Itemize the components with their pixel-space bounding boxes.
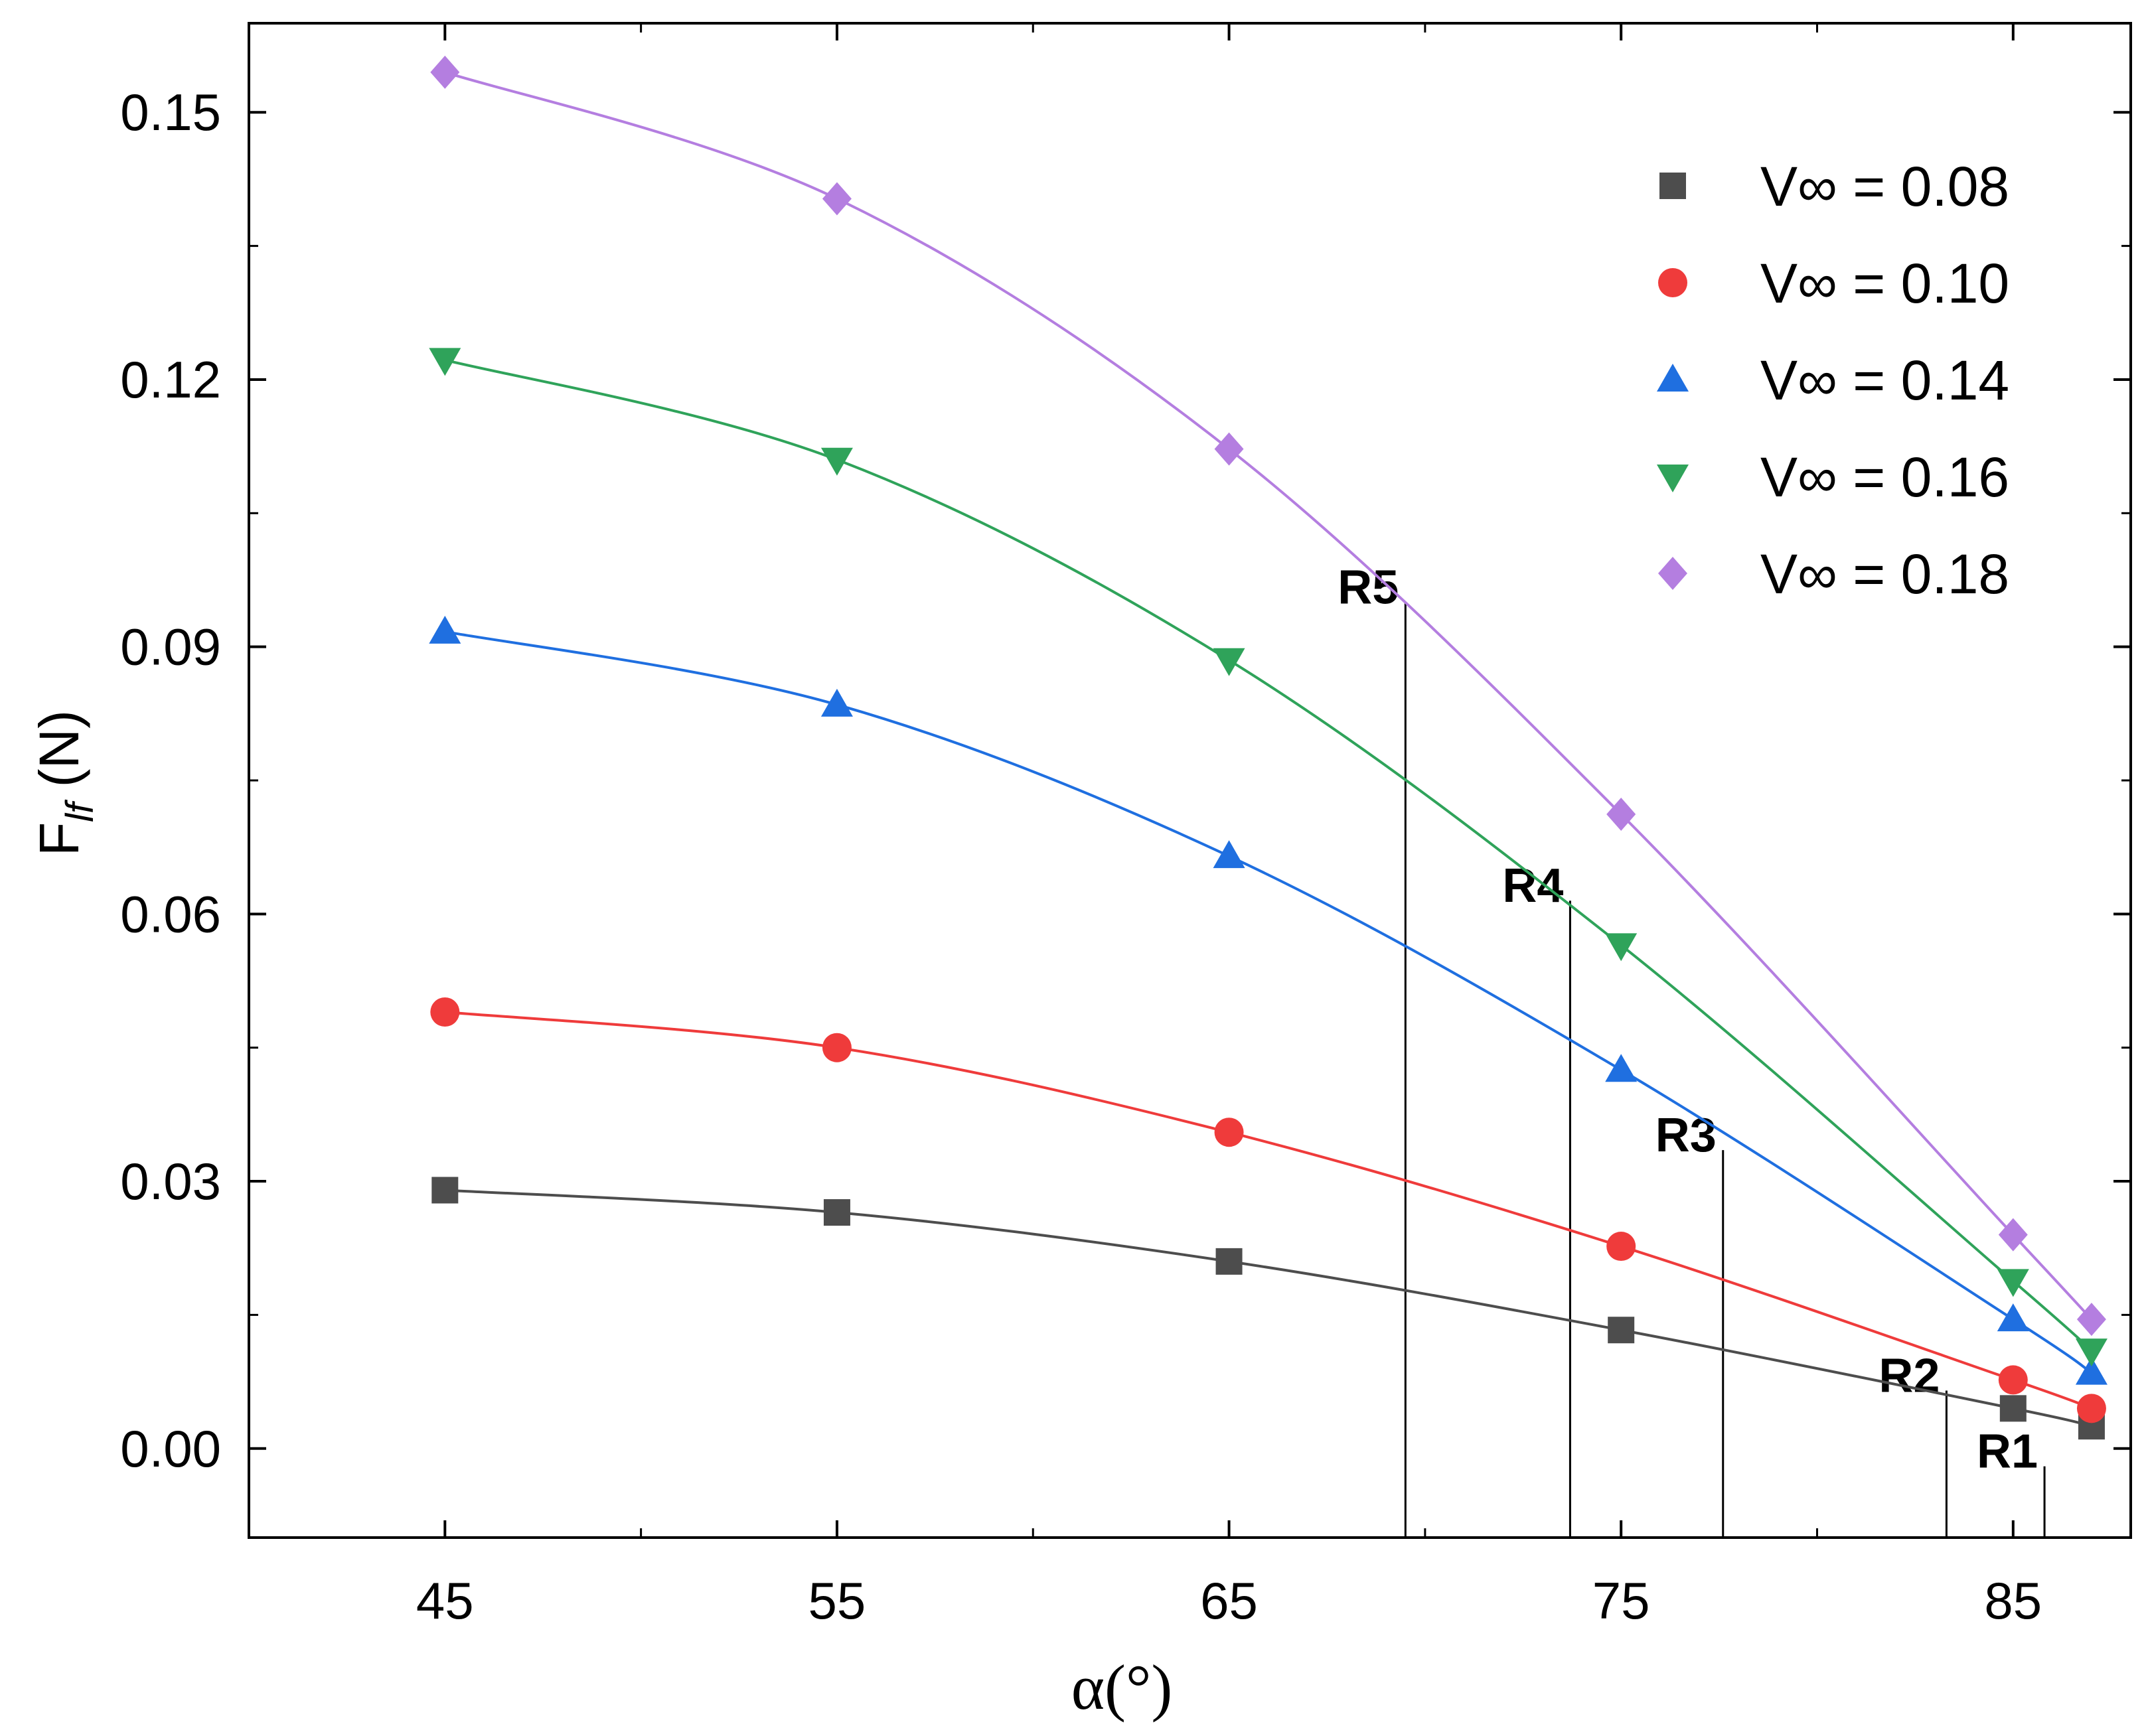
data-point [1214,432,1244,466]
annotation-label: R1 [1977,1425,2038,1479]
x-tick-label: 75 [1592,1571,1650,1630]
data-point [1213,840,1245,869]
x-axis-title: α(°) [1071,1652,1173,1723]
data-point [431,1177,459,1204]
y-axis-title-main: F [28,822,90,856]
legend-label: V∞ = 0.16 [1760,446,2009,508]
y-tick-label: 0.00 [120,1419,221,1478]
data-point [2076,1394,2106,1423]
legend: V∞ = 0.08 V∞ = 0.10 V∞ = 0.14 V∞ = 0.16 V∞ =… [1657,155,2009,605]
legend-marker [1657,364,1689,392]
data-point [430,997,460,1027]
data-point [2075,1338,2108,1367]
data-point [820,447,853,476]
data-point [1605,1054,1638,1082]
data-point [1997,1303,2029,1332]
data-point [822,182,852,216]
y-tick-label: 0.06 [120,885,221,943]
data-point [1606,1232,1636,1262]
legend-marker [1659,173,1686,199]
legend-marker [1657,465,1689,492]
series-2 [430,997,2106,1423]
data-point [1606,798,1636,832]
data-point [1998,1218,2028,1252]
data-point [820,688,853,717]
series-3 [429,615,2108,1385]
legend-marker [1658,557,1687,590]
data-point [429,615,461,644]
data-point [1213,648,1245,676]
legend-label: V∞ = 0.08 [1760,155,2009,218]
legend-marker [1658,268,1687,297]
y-tick-label: 0.15 [120,83,221,141]
series-4 [429,348,2108,1367]
data-point [2076,1303,2106,1337]
data-point [429,348,461,376]
y-tick-label: 0.03 [120,1152,221,1210]
data-point [2075,1356,2108,1385]
y-axis-title: Flf (N) [28,710,102,856]
data-point [430,55,460,89]
data-point [1997,1269,2029,1297]
x-tick-label: 45 [416,1571,474,1630]
x-tick-label: 55 [808,1571,866,1630]
annotation-label: R3 [1655,1109,1717,1162]
data-point [822,1033,852,1062]
annotation-label: R2 [1879,1350,1940,1403]
data-point [1214,1118,1244,1147]
data-point [1605,933,1638,962]
y-tick-label: 0.09 [120,618,221,676]
series-layer [429,55,2108,1440]
series-line [444,358,2093,1352]
plot-frame [248,22,2132,1539]
x-tick-label: 65 [1200,1571,1258,1630]
legend-label: V∞ = 0.10 [1760,252,2009,315]
series-line [445,1189,2092,1428]
legend-label: V∞ = 0.14 [1760,349,2009,411]
x-tick-label: 85 [1984,1571,2042,1630]
series-line [445,1011,2092,1410]
data-point [1999,1395,2027,1422]
axis-ticks: 45 55 65 75 85 0.00 0.03 0.06 0.09 0.12 0.15 [120,23,2131,1630]
y-tick-label: 0.12 [120,350,221,409]
data-point [1215,1248,1243,1275]
series-5 [430,55,2106,1337]
y-axis-title-unit: (N) [28,710,90,803]
data-point [1998,1365,2028,1395]
series-line [444,630,2093,1374]
data-point [823,1199,850,1226]
series-line [444,70,2093,1321]
annotation-label: R4 [1502,859,1563,912]
data-point [1608,1317,1635,1344]
legend-label: V∞ = 0.18 [1760,543,2009,605]
